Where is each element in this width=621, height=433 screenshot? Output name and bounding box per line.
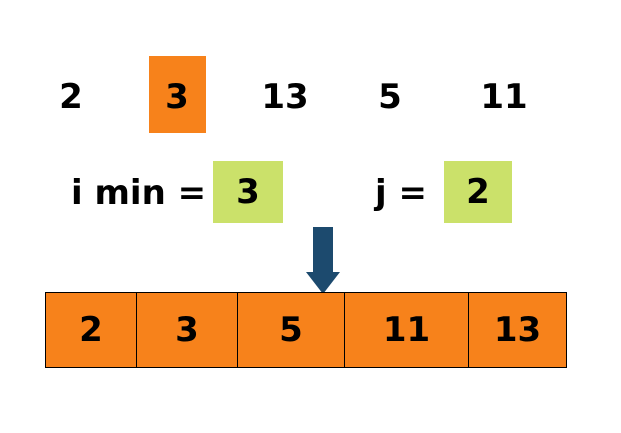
array-cell-value: 5: [279, 310, 303, 350]
top-number-4: 11: [480, 77, 528, 117]
down-arrow-icon: [306, 272, 340, 294]
top-number-1: 3: [165, 77, 189, 117]
top-number-0: 2: [59, 77, 83, 117]
array-cell-value: 11: [382, 310, 431, 350]
array-cell-3: 11: [345, 293, 469, 367]
top-number-2: 13: [261, 77, 309, 117]
array-cell-value: 13: [493, 310, 542, 350]
current-element-highlight: [149, 56, 206, 133]
i-min-label: i min =: [71, 173, 207, 213]
sorted-array: 2 3 5 11 13: [45, 292, 567, 368]
array-cell-4: 13: [469, 293, 566, 367]
j-value: 2: [466, 172, 490, 212]
j-label: j =: [375, 173, 427, 213]
down-arrow-shaft: [313, 227, 333, 274]
top-number-3: 5: [378, 77, 402, 117]
array-cell-value: 3: [175, 310, 199, 350]
array-cell-2: 5: [238, 293, 345, 367]
array-cell-0: 2: [46, 293, 137, 367]
j-value-box: 2: [444, 161, 512, 223]
array-cell-value: 2: [79, 310, 103, 350]
i-min-value-box: 3: [213, 161, 283, 223]
i-min-value: 3: [236, 172, 260, 212]
array-cell-1: 3: [137, 293, 238, 367]
